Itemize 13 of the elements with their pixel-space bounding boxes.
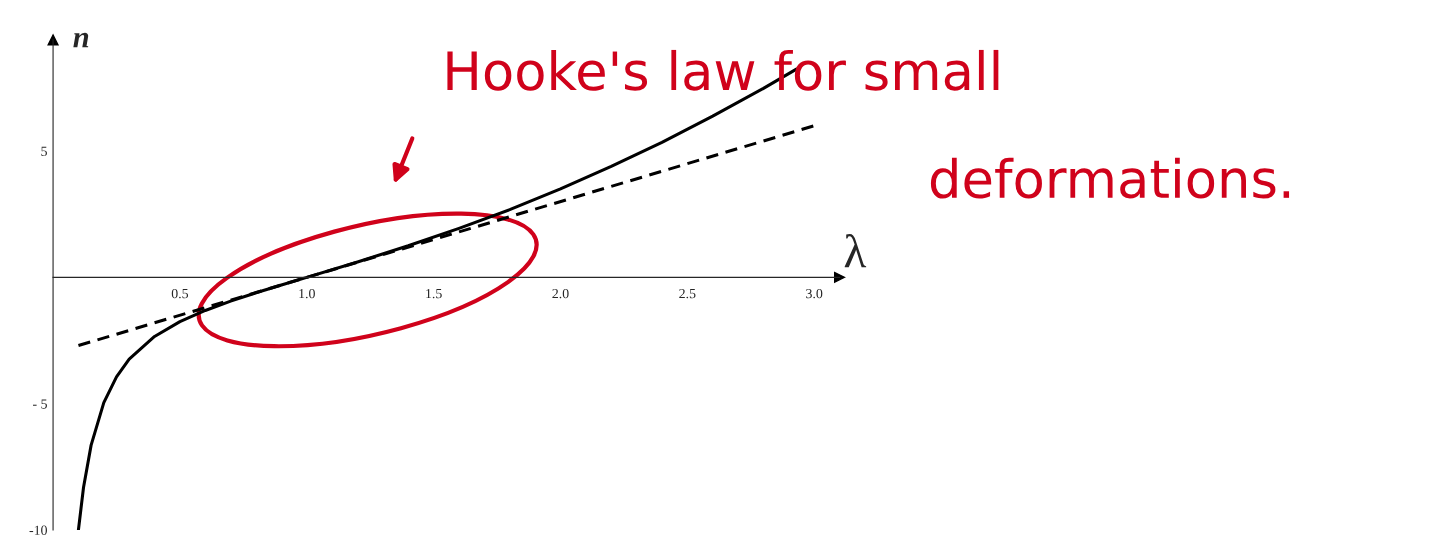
- y-tick-label: 5: [41, 146, 47, 156]
- x-tick-label: 2.5: [679, 288, 696, 299]
- x-axis-title: λ: [844, 234, 867, 268]
- x-tick-label: 3.0: [806, 288, 823, 299]
- annotation: Hooke's law for small: [447, 49, 999, 91]
- y-axis-title: n: [73, 32, 89, 48]
- text: deformations.: [930, 157, 1290, 199]
- x-tick-label: 1.0: [299, 288, 315, 299]
- x-tick-label: 0.5: [171, 288, 189, 299]
- x-tick-label: 1.5: [426, 288, 442, 299]
- y-tick-label: - 5: [32, 399, 47, 409]
- y-tick-label: -10: [29, 525, 47, 535]
- x-tick-label: 2.0: [552, 288, 569, 299]
